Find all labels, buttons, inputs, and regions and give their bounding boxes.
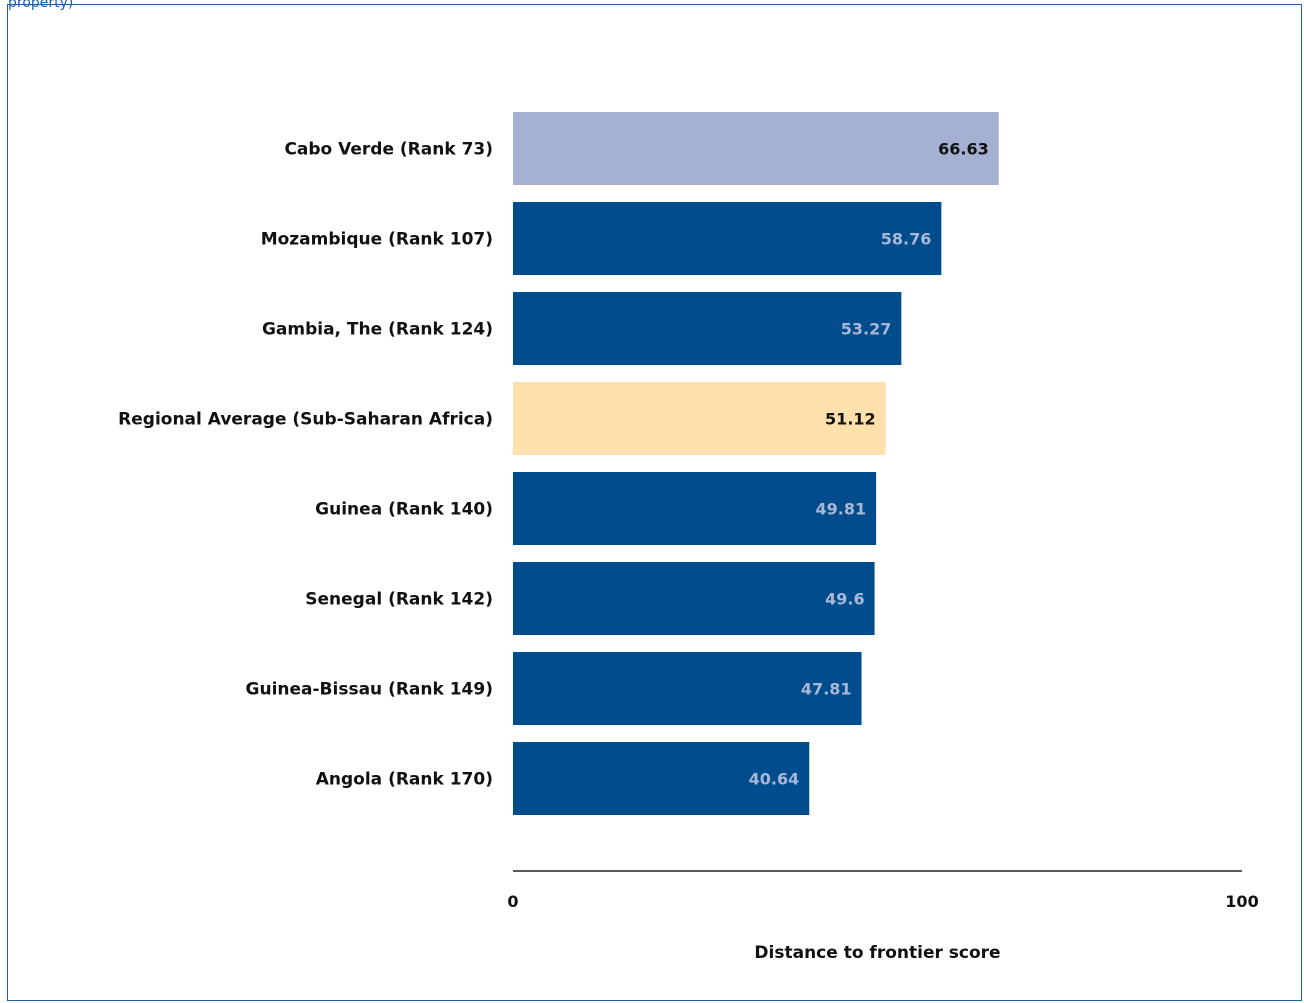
- x-tick-label: 100: [1225, 892, 1258, 911]
- x-tick-label: 0: [507, 892, 518, 911]
- bar: [513, 742, 810, 815]
- value-label: 53.27: [841, 320, 892, 339]
- category-label: Senegal (Rank 142): [305, 590, 493, 610]
- bar-group: Cabo Verde (Rank 73) 66.63: [284, 112, 999, 185]
- bar: [513, 202, 942, 275]
- x-axis-title: Distance to frontier score: [754, 943, 1000, 963]
- category-label: Regional Average (Sub-Saharan Africa): [118, 410, 493, 430]
- category-label: Gambia, The (Rank 124): [262, 320, 493, 340]
- bar: [513, 112, 999, 185]
- category-label: Guinea (Rank 140): [315, 500, 493, 520]
- bar-group: Gambia, The (Rank 124) 53.27: [262, 292, 902, 365]
- bar: [513, 652, 862, 725]
- category-label: Cabo Verde (Rank 73): [284, 140, 493, 160]
- bar: [513, 562, 875, 635]
- bar-group: Regional Average (Sub-Saharan Africa) 51.…: [118, 382, 886, 455]
- bar: [513, 292, 902, 365]
- caption-text: property): [8, 0, 74, 11]
- value-label: 58.76: [881, 230, 932, 249]
- value-label: 66.63: [938, 140, 989, 159]
- bar-group: Guinea (Rank 140) 49.81: [315, 472, 877, 545]
- bar-group: Guinea-Bissau (Rank 149) 47.81: [246, 652, 862, 725]
- value-label: 49.6: [825, 590, 864, 609]
- bar: [513, 382, 886, 455]
- value-label: 51.12: [825, 410, 876, 429]
- category-label: Guinea-Bissau (Rank 149): [246, 680, 493, 700]
- bar-group: Angola (Rank 170) 40.64: [316, 742, 810, 815]
- value-label: 40.64: [749, 770, 800, 789]
- value-label: 49.81: [816, 500, 867, 519]
- bar-group: Senegal (Rank 142) 49.6: [305, 562, 875, 635]
- chart-frame: property): [7, 0, 1302, 1001]
- bar-group: Mozambique (Rank 107) 58.76: [261, 202, 942, 275]
- category-label: Mozambique (Rank 107): [261, 230, 493, 250]
- category-label: Angola (Rank 170): [316, 770, 493, 790]
- bar: [513, 472, 877, 545]
- value-label: 47.81: [801, 680, 852, 699]
